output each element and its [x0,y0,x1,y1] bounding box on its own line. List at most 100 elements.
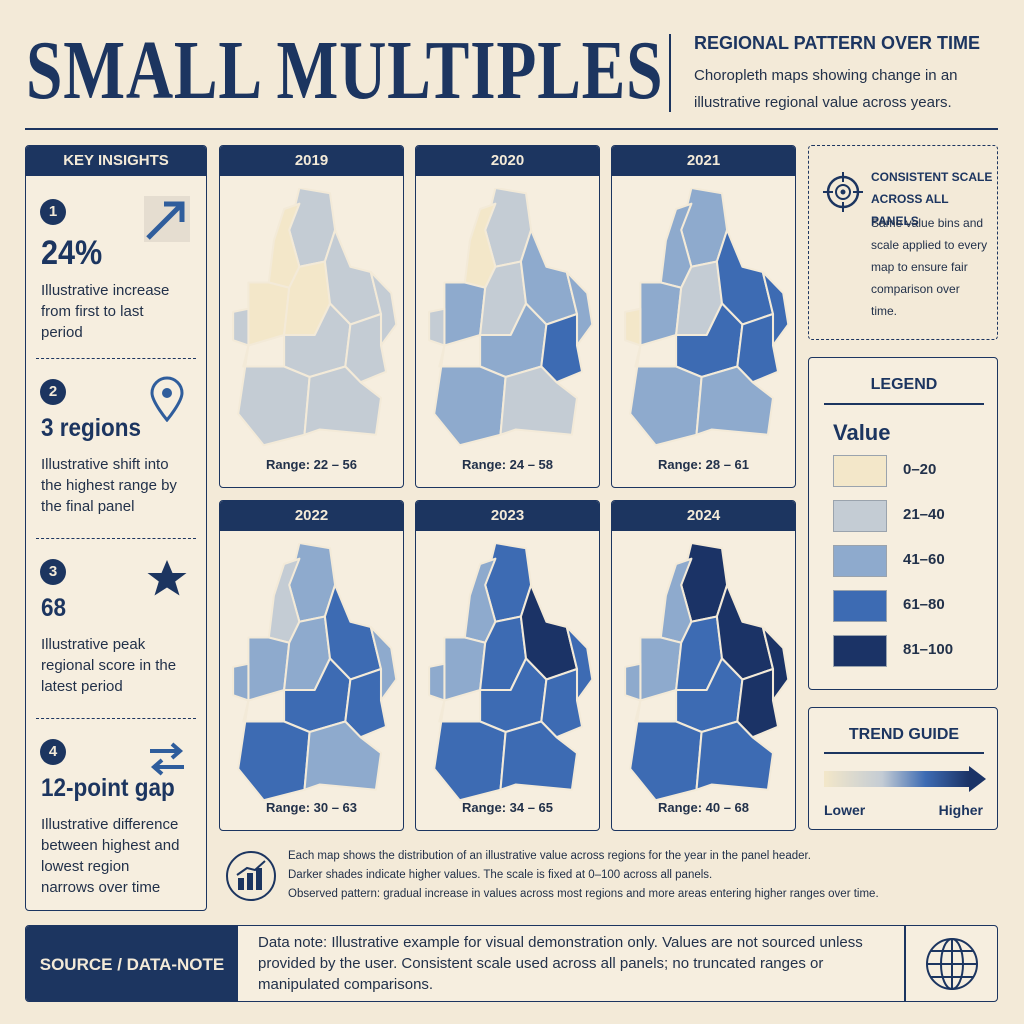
map-region [761,270,790,347]
legend-rule [824,403,984,405]
insight-icon [147,560,187,596]
insight-number: 3 [40,559,66,585]
map-region [237,699,311,802]
map-year: 2024 [612,501,795,531]
map-region [433,344,507,447]
map-region [629,344,703,447]
legend-label: 21–40 [903,506,945,523]
legend-label: 81–100 [903,641,954,658]
insight-headline: 3 regions [41,414,142,442]
insight-number: 2 [40,379,66,405]
legend-swatch [833,590,887,622]
legend-swatch [833,500,887,532]
map-panel: 2020 Range: 24 – 58 [415,145,600,488]
trend-low: Lower [824,802,866,818]
scale-note-text: Same value bins and scale applied to eve… [871,216,988,318]
map-range: Range: 28 – 61 [657,457,750,472]
legend-label: 41–60 [903,551,945,568]
map-panel: 2019 Range: 22 – 56 [219,145,404,488]
trend-bar [824,766,986,792]
map-region [629,699,703,802]
legend: LEGEND Value 0–20 21–40 41–60 61–80 81–100 [808,357,998,690]
map [232,188,398,447]
map-year: 2021 [612,146,795,176]
globe-icon [926,938,978,990]
scale-note: CONSISTENT SCALE ACROSS ALL PANELS Same … [808,145,998,340]
map-panel: 2021 Range: 28 – 61 [611,145,796,488]
insight-icon [150,376,184,422]
note: Each map shows the distribution of an il… [288,850,811,862]
description: Choropleth maps showing change in an ill… [694,67,958,111]
map-region [499,720,579,791]
insight-headline: 12-point gap [41,774,175,802]
map-year: 2019 [220,146,403,176]
insight-text: Illustrative peak regional score in the … [41,636,177,695]
target-icon [823,172,863,212]
map [624,188,790,447]
legend-label: 0–20 [903,461,937,478]
legend-swatch [833,455,887,487]
map-region [433,699,507,802]
insight: 4 12-point gap Illustrative difference bet… [26,736,206,910]
rule [25,128,998,130]
insight-text: Illustrative shift into the highest rang… [41,456,177,515]
map-range: Range: 24 – 58 [461,457,554,472]
note: Darker shades indicate higher values. Th… [288,869,713,881]
insight-number: 4 [40,739,66,765]
insight-headline: 24% [41,234,103,272]
map [624,543,790,802]
insight: 2 3 regions Illustrative shift into the hi… [26,376,206,551]
map-region [695,720,775,791]
subtitle: REGIONAL PATTERN OVER TIME [694,33,981,53]
map [232,543,398,802]
insight-separator [36,718,196,719]
insight: 1 24% Illustrative increase from first to … [26,196,206,371]
map-year: 2020 [416,146,599,176]
map-range: Range: 22 – 56 [265,457,358,472]
map-region [565,270,594,347]
insight-text: Illustrative difference between highest … [41,816,180,896]
map-region [624,307,642,347]
source-bar: SOURCE / DATA-NOTE Data note: Illustrati… [25,925,998,1002]
insight: 3 68 Illustrative peak regional score in t… [26,556,206,731]
map [428,543,594,802]
map-region [232,307,250,347]
map-year: 2023 [416,501,599,531]
legend-swatch [833,635,887,667]
title: SMALL MULTIPLES [26,24,664,117]
insight-text: Illustrative increase from first to last… [41,282,170,341]
insight-separator [36,538,196,539]
map-range: Range: 40 – 68 [657,800,750,815]
insight-separator [36,358,196,359]
map-region [565,625,594,702]
insight-icon [144,196,190,242]
insight-headline: 68 [41,594,67,622]
map-region [624,662,642,702]
map-region [303,365,383,436]
legend-heading: Value [833,420,891,445]
map-year: 2022 [220,501,403,531]
source-label: SOURCE / DATA-NOTE [26,926,238,1001]
source-divider [904,926,906,1001]
map-range: Range: 34 – 65 [461,800,554,815]
note: Observed pattern: gradual increase in va… [288,888,879,900]
map-region [428,662,446,702]
map-region [303,720,383,791]
map-region [369,625,398,702]
source-text: Data note: Illustrative example for visu… [258,934,863,993]
map-region [232,662,250,702]
map-region [761,625,790,702]
chart-icon [226,851,276,901]
legend-swatch [833,545,887,577]
map-panel: 2022 Range: 30 – 63 [219,500,404,831]
map-region [695,365,775,436]
map-region [369,270,398,347]
trend-rule [824,752,984,754]
trend-guide: TREND GUIDE Lower Higher [808,707,998,830]
map-panel: 2024 Range: 40 – 68 [611,500,796,831]
legend-title: LEGEND [870,376,938,393]
divider [669,34,671,112]
map [428,188,594,447]
trend-title: TREND GUIDE [848,726,960,743]
